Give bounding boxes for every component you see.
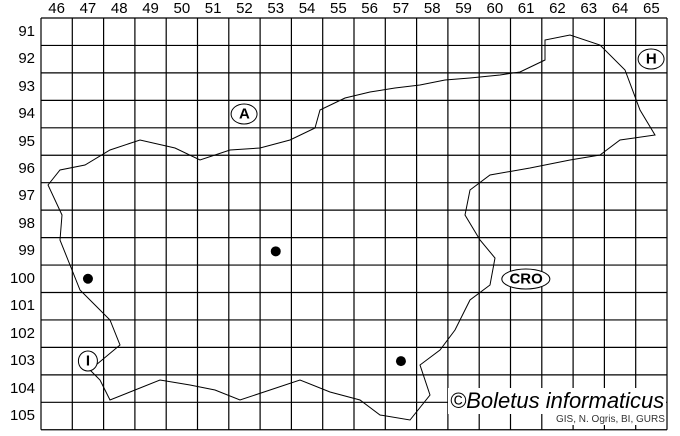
column-label: 55 [330, 0, 347, 17]
country-label: I [77, 350, 99, 372]
row-label: 98 [18, 214, 35, 232]
row-label: 101 [9, 297, 35, 315]
credit-text: GIS, N. Ogris, BI, GURS [556, 414, 665, 425]
column-label: 65 [643, 0, 660, 17]
column-label: 59 [455, 0, 472, 17]
country-outline [47, 34, 656, 421]
row-label: 97 [18, 187, 35, 205]
column-label: 64 [611, 0, 629, 17]
column-label: 53 [267, 0, 285, 17]
row-label: 102 [9, 324, 35, 342]
record-point [82, 273, 93, 284]
column-label: 61 [517, 0, 535, 17]
row-label: 94 [18, 105, 35, 123]
column-label: 58 [423, 0, 441, 17]
row-label: 93 [18, 77, 35, 95]
column-label: 62 [549, 0, 566, 17]
column-label: 63 [580, 0, 598, 17]
row-label: 103 [9, 352, 35, 370]
column-label: 56 [361, 0, 378, 17]
row-label: 104 [9, 379, 35, 397]
country-label: A [231, 103, 258, 125]
column-label: 49 [142, 0, 159, 17]
record-point [395, 356, 406, 367]
row-label: 91 [18, 22, 35, 40]
country-label: CRO [501, 268, 551, 290]
column-label: 46 [48, 0, 65, 17]
column-label: 57 [392, 0, 410, 17]
copyright-text: ©Boletus informaticus [448, 388, 667, 414]
column-label: 54 [298, 0, 316, 17]
column-label: 52 [236, 0, 253, 17]
column-label: 47 [79, 0, 97, 17]
record-point [270, 246, 281, 257]
row-label: 99 [18, 242, 35, 260]
row-label: 105 [9, 407, 35, 425]
row-label: 92 [18, 50, 35, 68]
column-label: 51 [204, 0, 222, 17]
country-label: H [637, 48, 665, 70]
column-label: 48 [110, 0, 128, 17]
column-label: 60 [486, 0, 504, 17]
row-label: 95 [18, 132, 35, 150]
column-label: 50 [173, 0, 191, 17]
row-label: 96 [18, 159, 35, 177]
row-label: 100 [9, 269, 35, 287]
